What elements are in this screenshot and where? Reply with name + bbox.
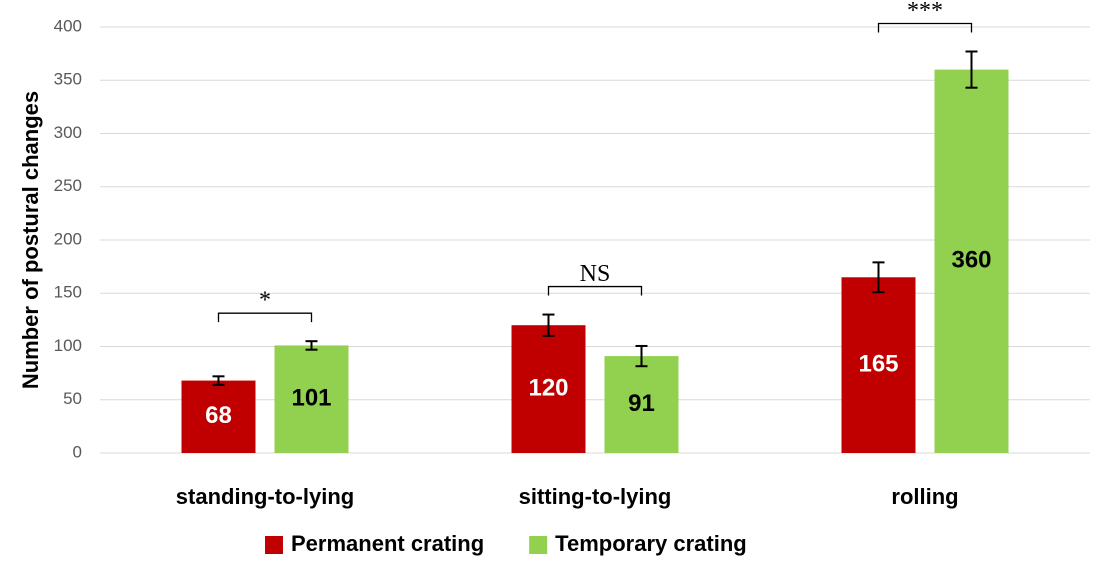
significance-bracket <box>877 22 973 33</box>
y-tick-label: 150 <box>54 283 82 302</box>
y-tick-label: 0 <box>73 442 82 461</box>
bar <box>274 345 349 453</box>
significance-bracket <box>217 312 313 323</box>
significance-label: *** <box>907 0 943 24</box>
significance-label: NS <box>580 261 611 287</box>
legend-label: Permanent crating <box>291 531 484 556</box>
legend-swatch <box>265 536 283 554</box>
value-label: 120 <box>528 374 568 401</box>
legend-label: Temporary crating <box>555 531 747 556</box>
value-label: 165 <box>858 350 898 377</box>
bar <box>511 325 586 453</box>
y-tick-label: 100 <box>54 336 82 355</box>
y-tick-label: 350 <box>54 70 82 89</box>
value-label: 91 <box>628 390 655 417</box>
value-label: 68 <box>205 402 232 429</box>
value-label: 360 <box>951 247 991 274</box>
y-tick-label: 250 <box>54 176 82 195</box>
significance-label: * <box>259 288 271 314</box>
y-axis-label: Number of postural changes <box>18 91 43 389</box>
y-tick-label: 50 <box>63 389 82 408</box>
bar <box>841 277 916 453</box>
y-tick-label: 200 <box>54 229 82 248</box>
x-tick-label: sitting-to-lying <box>519 484 672 509</box>
legend-swatch <box>529 536 548 554</box>
x-tick-label: standing-to-lying <box>176 484 354 509</box>
value-label: 101 <box>291 385 331 412</box>
bar <box>181 380 256 453</box>
y-tick-label: 300 <box>54 123 82 142</box>
significance-bracket <box>547 285 643 296</box>
bar <box>934 69 1009 453</box>
bar <box>604 356 679 453</box>
x-tick-label: rolling <box>891 484 958 509</box>
y-tick-label: 400 <box>54 16 82 35</box>
